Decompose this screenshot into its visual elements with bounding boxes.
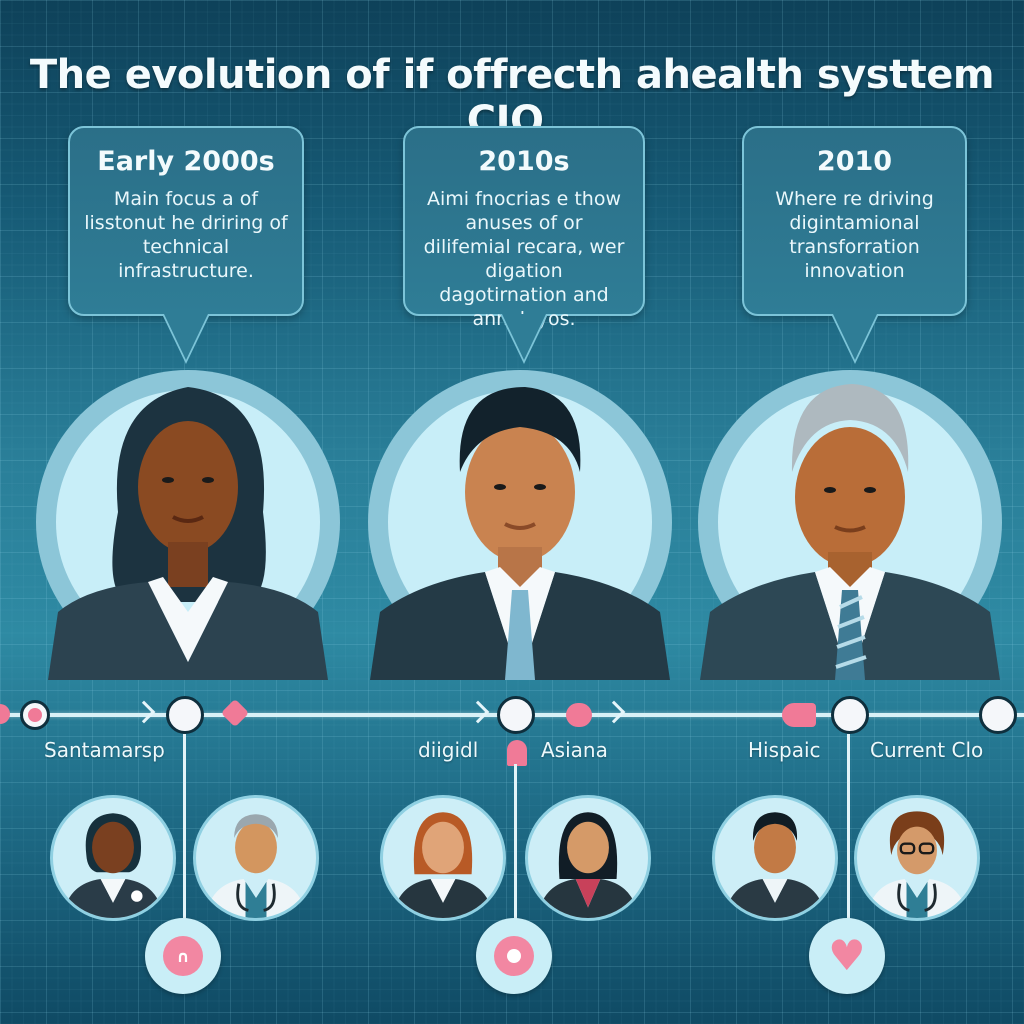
portrait-2010 <box>690 362 1010 680</box>
avatar-icon <box>392 812 494 918</box>
timeline-label: diigidl <box>418 738 479 762</box>
tooth-icon: ∩ <box>163 936 203 976</box>
timeline-arrow-icon <box>466 700 490 724</box>
timeline-node[interactable] <box>166 696 204 734</box>
timeline-label: Asiana <box>541 738 608 762</box>
card-description: Where re driving digintamional transforr… <box>775 188 934 282</box>
card-description: Main focus a of lisstonut he driring of … <box>84 188 288 282</box>
timeline-up-marker <box>507 740 527 766</box>
avatar-icon <box>62 813 164 918</box>
timeline-node[interactable] <box>831 696 869 734</box>
avatar-icon <box>866 811 968 918</box>
badge-heart[interactable]: ♥ <box>809 918 885 994</box>
timeline-arrow-icon <box>132 700 156 724</box>
mini-portrait[interactable] <box>380 795 506 921</box>
timeline-pill-marker <box>566 703 592 727</box>
card-era: 2010 <box>816 146 893 177</box>
avatar-man-grey-hair-icon <box>698 370 1002 680</box>
timeline-label: Current Clo <box>870 738 984 762</box>
mini-portrait[interactable] <box>50 795 176 921</box>
badge-target[interactable] <box>476 918 552 994</box>
heart-icon: ♥ <box>827 931 867 980</box>
portrait-2010s <box>360 362 680 680</box>
timeline-arrow-icon <box>602 700 626 724</box>
avatar-icon <box>724 812 826 918</box>
heart-glyph: ♥ <box>828 931 866 980</box>
target-icon <box>494 936 534 976</box>
timeline-node[interactable] <box>497 696 535 734</box>
mini-portrait[interactable] <box>193 795 319 921</box>
mini-portrait[interactable] <box>854 795 980 921</box>
timeline-node[interactable] <box>979 696 1017 734</box>
timeline-label: Hispaic <box>748 738 821 762</box>
mini-portrait[interactable] <box>525 795 651 921</box>
avatar-woman-long-hair-icon <box>36 370 340 680</box>
timeline-start-marker <box>0 704 10 724</box>
connector-line <box>183 734 186 920</box>
node-dot <box>28 708 42 722</box>
era-card-2010: 2010 Where re driving digintamional tran… <box>742 126 967 316</box>
page-title: The evolution of if offrecth ahealth sys… <box>29 52 995 144</box>
timeline-node[interactable] <box>20 700 50 730</box>
card-era: 2010s <box>478 146 570 177</box>
connector-line <box>514 764 517 920</box>
avatar-icon <box>205 814 307 918</box>
mini-portrait[interactable] <box>712 795 838 921</box>
target-center <box>507 949 521 963</box>
era-card-2010s: 2010s Aimi fnocrias e thow anuses of or … <box>403 126 645 330</box>
era-card-early-2000s: Early 2000s Main focus a of lisstonut he… <box>68 126 304 316</box>
timeline-diamond-marker <box>220 698 250 728</box>
timeline-tab-marker <box>782 703 816 727</box>
avatar-man-dark-hair-icon <box>368 370 672 680</box>
connector-line <box>847 734 850 920</box>
card-description: Aimi fnocrias e thow anuses of or dilife… <box>423 188 625 330</box>
avatar-icon <box>537 812 639 918</box>
timeline-label: Santamarsp <box>44 738 165 762</box>
portrait-early-2000s <box>28 362 348 680</box>
card-era: Early 2000s <box>97 146 275 177</box>
badge-tooth[interactable]: ∩ <box>145 918 221 994</box>
